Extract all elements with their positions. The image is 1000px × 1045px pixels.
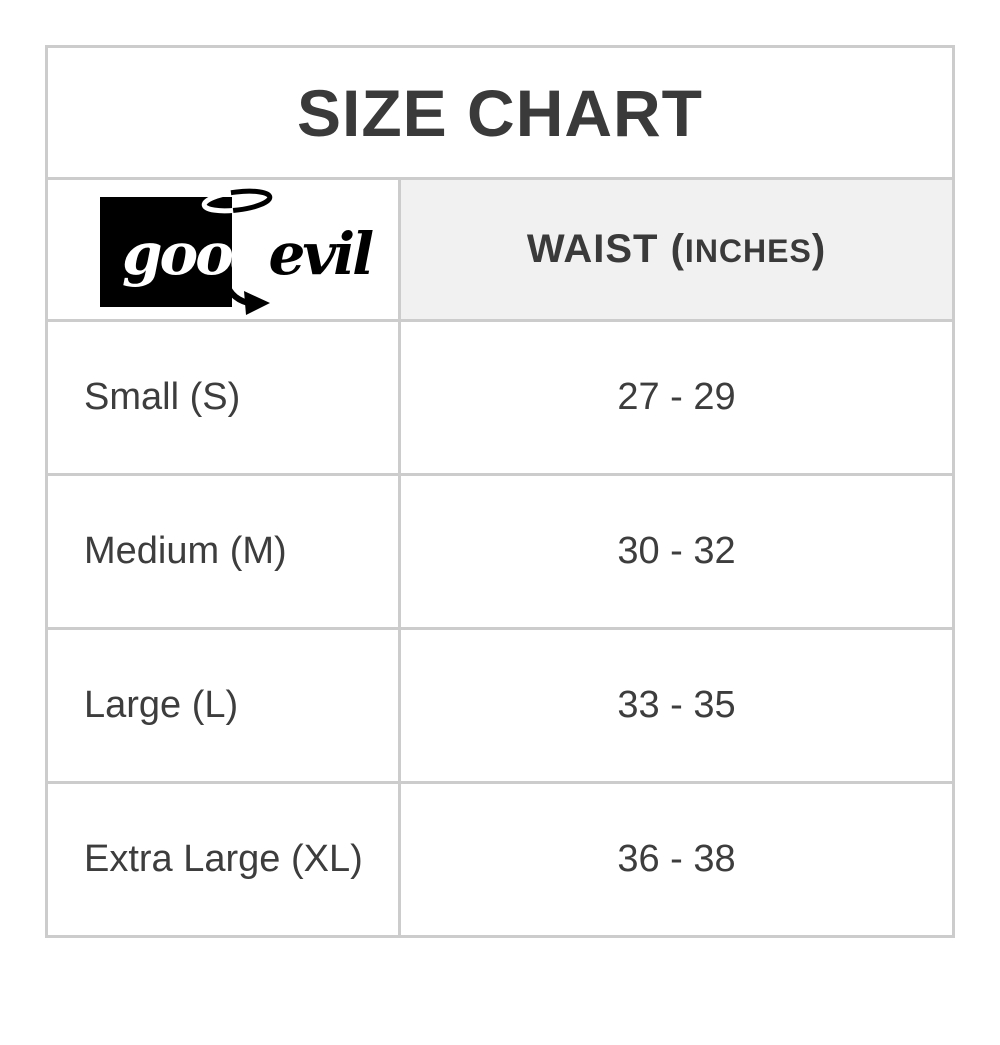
waist-header-prefix: WAIST ( <box>526 227 685 271</box>
title-row: SIZE CHART <box>48 48 952 177</box>
table-row-extra-large: Extra Large (XL) 36 - 38 <box>48 781 952 935</box>
size-chart-table: SIZE CHART goodevil <box>45 45 955 938</box>
logo-text-evil: evil <box>268 219 374 288</box>
chart-title: SIZE CHART <box>297 75 703 150</box>
waist-value: 30 - 32 <box>398 476 952 627</box>
size-label: Large (L) <box>84 684 239 726</box>
halo-icon <box>201 188 273 213</box>
logo-black-box <box>100 196 232 307</box>
waist-header: WAIST (INCHES) <box>527 227 826 272</box>
brand-cell: goodevil <box>48 180 398 319</box>
waist-value: 33 - 35 <box>398 630 952 781</box>
logo-wordmark: goodevil <box>122 225 374 283</box>
size-label: Medium (M) <box>84 530 287 572</box>
goodevil-logo: goodevil <box>100 188 390 315</box>
size-label: Extra Large (XL) <box>84 838 363 880</box>
devil-tail-arrow-icon <box>221 275 270 315</box>
waist-header-unit: INCHES <box>684 233 812 269</box>
table-row-medium: Medium (M) 30 - 32 <box>48 473 952 627</box>
logo-text-good: good <box>122 219 271 288</box>
waist-header-cell: WAIST (INCHES) <box>398 180 952 319</box>
header-row: goodevil WAIST (INCHES) <box>48 177 952 319</box>
waist-header-suffix: ) <box>811 227 827 271</box>
waist-value: 27 - 29 <box>398 322 952 473</box>
table-row-large: Large (L) 33 - 35 <box>48 627 952 781</box>
size-label: Small (S) <box>84 376 241 418</box>
table-row-small: Small (S) 27 - 29 <box>48 319 952 473</box>
waist-value: 36 - 38 <box>398 784 952 935</box>
